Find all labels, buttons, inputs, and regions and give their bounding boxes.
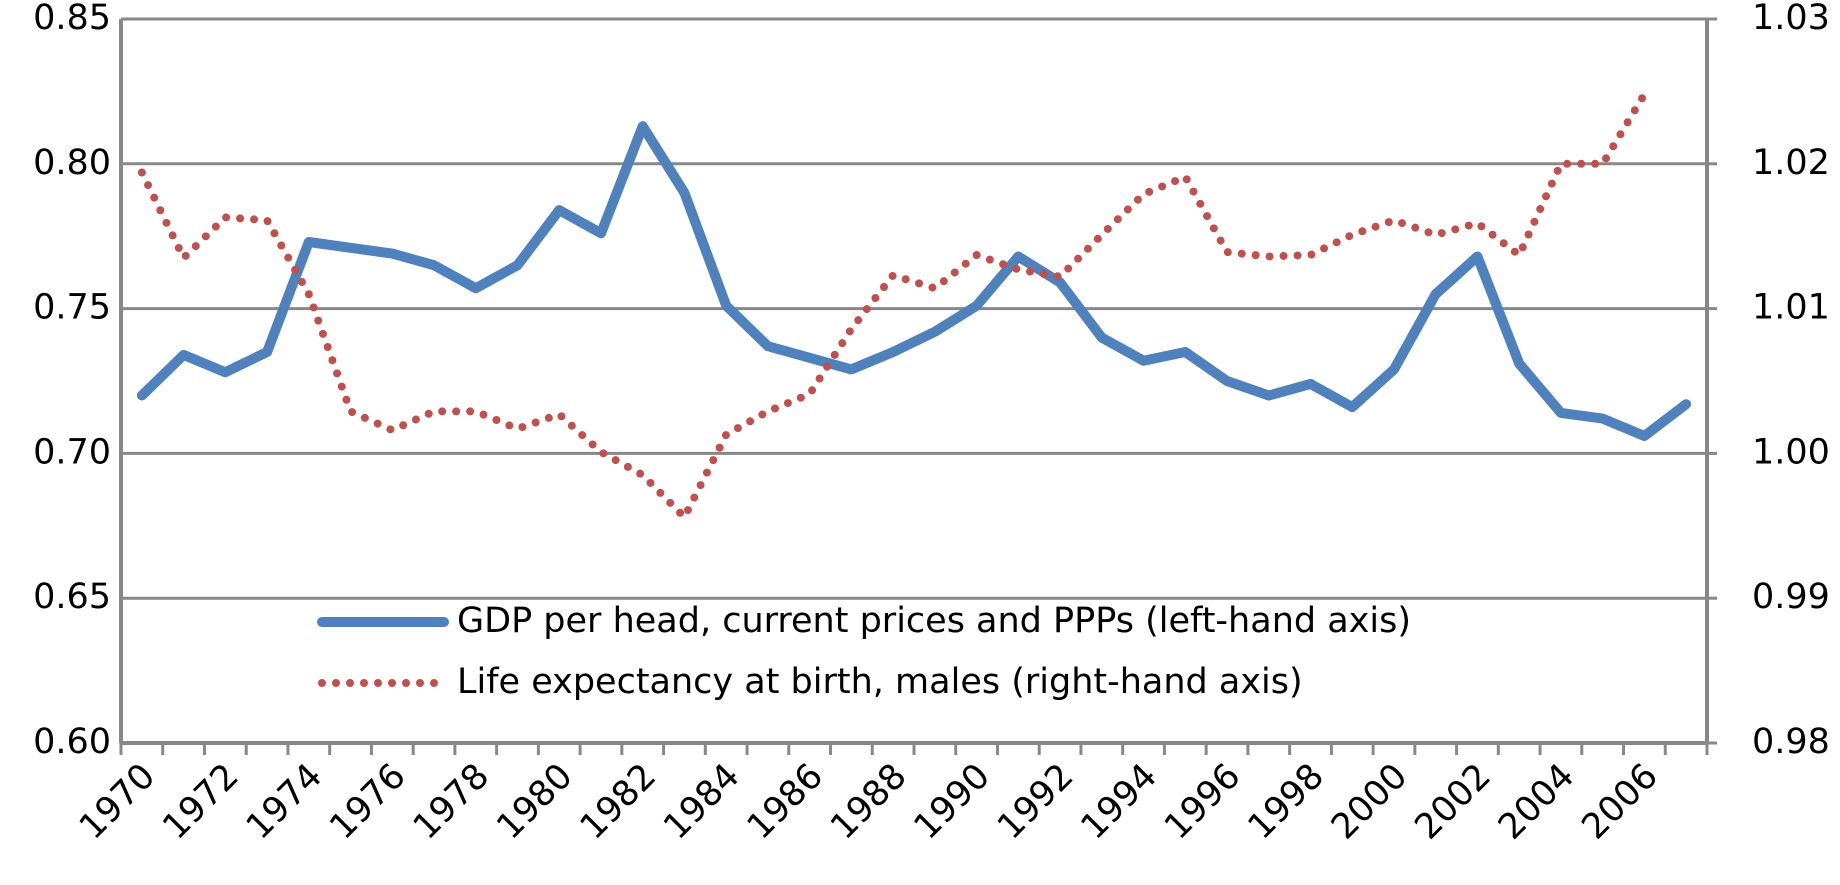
y-tick-label: 0.65 bbox=[33, 577, 111, 617]
y-tick-label: 0.60 bbox=[33, 722, 111, 762]
series-line bbox=[136, 121, 1692, 441]
legend-label: Life expectancy at birth, males (right-h… bbox=[457, 662, 1303, 702]
y-tick-label: 0.75 bbox=[33, 288, 111, 328]
series-line bbox=[137, 90, 1649, 522]
x-tick-label: 1992 bbox=[990, 756, 1081, 847]
y-tick-label: 0.85 bbox=[33, 0, 111, 38]
y2-tick-label: 0.98 bbox=[1752, 722, 1830, 762]
x-tick-label: 1974 bbox=[239, 756, 330, 847]
x-tick-label: 1976 bbox=[322, 756, 413, 847]
x-tick-label: 1988 bbox=[823, 756, 914, 847]
legend-label: GDP per head, current prices and PPPs (l… bbox=[457, 601, 1411, 641]
x-tick-label: 2000 bbox=[1324, 756, 1415, 847]
y2-tick-label: 1.00 bbox=[1752, 432, 1830, 472]
x-tick-label: 1998 bbox=[1241, 756, 1332, 847]
x-tick-label: 1978 bbox=[406, 756, 497, 847]
x-tick-label: 1984 bbox=[656, 756, 747, 847]
x-tick-label: 1970 bbox=[72, 756, 163, 847]
x-tick-label: 1982 bbox=[573, 756, 664, 847]
x-tick-label: 2006 bbox=[1575, 756, 1666, 847]
x-tick-label: 2002 bbox=[1408, 756, 1499, 847]
x-tick-label: 1980 bbox=[489, 756, 580, 847]
x-tick-label: 1990 bbox=[907, 756, 998, 847]
y-tick-label: 0.70 bbox=[33, 432, 111, 472]
x-tick-label: 1996 bbox=[1157, 756, 1248, 847]
y2-tick-label: 1.03 bbox=[1752, 0, 1830, 38]
y2-tick-label: 1.01 bbox=[1752, 288, 1830, 328]
x-tick-label: 1986 bbox=[740, 756, 831, 847]
y2-tick-label: 1.02 bbox=[1752, 143, 1830, 183]
x-tick-label: 1972 bbox=[156, 756, 247, 847]
x-tick-label: 2004 bbox=[1491, 756, 1582, 847]
y2-tick-label: 0.99 bbox=[1752, 577, 1830, 617]
x-tick-label: 1994 bbox=[1074, 756, 1165, 847]
y-tick-label: 0.80 bbox=[33, 143, 111, 183]
